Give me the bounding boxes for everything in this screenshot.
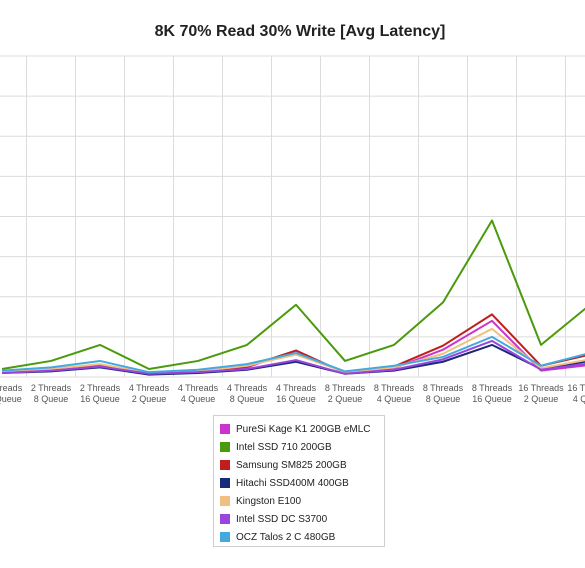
x-tick-label: 4 Threads 16 Queue [276, 383, 317, 404]
legend-item: PureSi Kage K1 200GB eMLC [220, 420, 384, 438]
series-line [1, 219, 585, 370]
legend-label: Intel SSD 710 200GB [236, 441, 332, 453]
x-tick-label: 4 Threads 2 Queue [129, 383, 170, 404]
x-tick-label: 4 Threads 8 Queue [227, 383, 268, 404]
legend-swatch [220, 424, 230, 434]
legend-label: Hitachi SSD400M 400GB [236, 477, 349, 489]
x-tick-label: 2 Threads 16 Queue [80, 383, 121, 404]
series-line [1, 335, 585, 374]
x-tick-label: 2 Threads 8 Queue [31, 383, 72, 404]
legend-item: Hitachi SSD400M 400GB [220, 474, 384, 492]
legend-label: Intel SSD DC S3700 [236, 513, 328, 525]
grid-lines [0, 55, 585, 378]
legend: PureSi Kage K1 200GB eMLC Intel SSD 710 2… [213, 415, 385, 547]
x-tick-label: 4 Threads 4 Queue [178, 383, 219, 404]
legend-swatch [220, 478, 230, 488]
series-line [1, 339, 585, 375]
legend-swatch [220, 496, 230, 506]
legend-label: OCZ Talos 2 C 480GB [236, 531, 336, 543]
legend-item: Samsung SM825 200GB [220, 456, 384, 474]
legend-label: Samsung SM825 200GB [236, 459, 347, 471]
series-lines [1, 219, 585, 376]
series-line [1, 327, 585, 374]
legend-label: Kingston E100 [236, 495, 302, 507]
legend-item: Kingston E100 [220, 492, 384, 510]
x-tick-label: 16 Threads 2 Queue [518, 383, 564, 404]
legend-item: Intel SSD 710 200GB [220, 438, 384, 456]
x-tick-label: 8 Threads 8 Queue [423, 383, 464, 404]
legend-swatch [220, 532, 230, 542]
x-tick-label: 8 Threads 16 Queue [472, 383, 513, 404]
legend-item: OCZ Talos 2 C 480GB [220, 528, 384, 546]
x-tick-label: 8 Threads 2 Queue [325, 383, 366, 404]
legend-label: PureSi Kage K1 200GB eMLC [236, 423, 371, 435]
legend-swatch [220, 514, 230, 524]
legend-swatch [220, 442, 230, 452]
legend-swatch [220, 460, 230, 470]
chart-title: 8K 70% Read 30% Write [Avg Latency] [155, 23, 446, 40]
x-tick-label: 8 Threads 4 Queue [374, 383, 415, 404]
legend-item: Intel SSD DC S3700 [220, 510, 384, 528]
